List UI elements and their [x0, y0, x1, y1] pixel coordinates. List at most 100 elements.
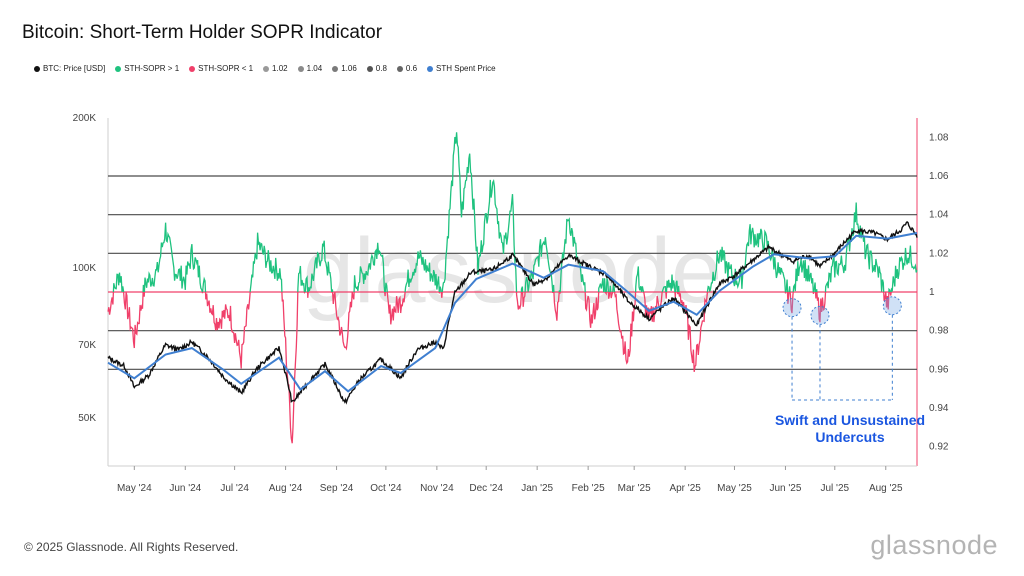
sopr-above-line	[249, 232, 283, 293]
sopr-below-line	[384, 291, 386, 297]
sopr-above-line	[888, 287, 891, 293]
sopr-below-line	[107, 291, 115, 315]
x-tick-label: Aug '25	[869, 483, 903, 494]
sopr-below-line	[607, 291, 611, 299]
legend-dot	[263, 65, 270, 72]
x-tick-label: Jul '25	[820, 483, 849, 494]
legend-label: 0.6	[405, 64, 418, 73]
y-right-tick-label: 1.06	[929, 171, 949, 182]
highlight-circle	[782, 298, 802, 318]
legend-item-1-02[interactable]: 1.02	[263, 64, 288, 73]
sopr-below-line	[281, 291, 299, 444]
legend-item-sopr-above[interactable]: STH-SOPR > 1	[115, 64, 179, 73]
sopr-below-line	[604, 291, 607, 296]
x-tick-label: Jan '25	[521, 483, 553, 494]
legend-dot	[115, 65, 122, 72]
x-tick-label: Mar '25	[618, 483, 651, 494]
sopr-below-line	[613, 291, 637, 365]
sopr-above-line	[552, 284, 555, 293]
sopr-above-line	[634, 266, 645, 293]
sopr-below-line	[665, 291, 668, 299]
legend-item-1-06[interactable]: 1.06	[332, 64, 357, 73]
legend-dot	[297, 65, 304, 72]
legend-item-0-8[interactable]: 0.8	[366, 64, 387, 73]
sopr-below-line	[814, 291, 818, 299]
legend-dot	[189, 65, 196, 72]
sopr-above-line	[788, 286, 791, 293]
legend-dot	[396, 65, 403, 72]
sopr-above-line	[677, 285, 680, 293]
sopr-above-line	[331, 289, 334, 293]
sopr-above-line	[598, 278, 605, 293]
x-tick-label: Jul '24	[220, 483, 249, 494]
sopr-above-line	[661, 285, 667, 293]
x-tick-label: Nov '24	[420, 483, 454, 494]
sth-spent-price-line	[107, 232, 918, 393]
legend-label: STH Spent Price	[436, 64, 496, 73]
sopr-above-line	[304, 275, 309, 293]
legend-item-1-04[interactable]: 1.04	[297, 64, 323, 73]
sopr-below-line	[883, 291, 890, 310]
sopr-above-line	[520, 286, 524, 293]
copyright: © 2025 Glassnode. All Rights Reserved.	[24, 540, 239, 554]
legend-item-spent-price[interactable]: STH Spent Price	[427, 64, 496, 73]
highlight-circle	[810, 305, 830, 325]
legend-dot	[34, 65, 40, 72]
x-tick-label: May '25	[717, 483, 752, 494]
legend-label: STH-SOPR > 1	[124, 64, 180, 73]
sopr-below-line	[122, 291, 144, 349]
sopr-above-line	[307, 240, 333, 293]
sopr-above-line	[404, 250, 440, 293]
sopr-above-line	[890, 245, 918, 293]
y-left-tick-label: 50K	[78, 413, 96, 424]
y-right-tick-label: 1.02	[929, 248, 949, 259]
x-tick-label: Jun '25	[769, 483, 801, 494]
x-tick-label: May '24	[117, 483, 152, 494]
x-tick-label: Apr '25	[669, 483, 701, 494]
x-tick-label: Oct '24	[370, 483, 402, 494]
sopr-below-line	[521, 291, 526, 307]
legend-dot	[427, 65, 434, 72]
sopr-below-line	[789, 291, 794, 314]
sopr-above-line	[201, 276, 207, 293]
y-left-tick-label: 70K	[78, 340, 96, 351]
sopr-above-line	[603, 278, 607, 293]
sopr-below-line	[889, 291, 892, 296]
annotation-line1: Swift and Unsustained	[775, 412, 925, 428]
sopr-below-line	[678, 291, 709, 372]
legend-item-0-6[interactable]: 0.6	[396, 64, 418, 73]
sopr-above-line	[605, 278, 610, 293]
legend-label: 1.04	[306, 64, 323, 73]
x-tick-label: Jun '24	[169, 483, 201, 494]
y-left-tick-label: 200K	[73, 113, 97, 124]
legend-label: 1.06	[341, 64, 357, 73]
y-right-tick-label: 0.98	[929, 326, 949, 337]
sopr-above-line	[559, 217, 586, 293]
sopr-below-line	[515, 291, 523, 310]
sopr-above-line	[142, 284, 145, 293]
y-right-tick-label: 0.94	[929, 403, 949, 414]
legend-label: BTC: Price [USD]	[43, 64, 106, 73]
legend-label: 1.02	[272, 64, 288, 73]
sopr-above-line	[792, 258, 814, 293]
sopr-below-line	[331, 291, 355, 351]
sopr-above-line	[674, 280, 679, 293]
y-right-tick-label: 1.04	[929, 210, 949, 221]
sopr-above-line	[665, 274, 676, 293]
sopr-above-line	[112, 272, 125, 293]
legend-label: 0.8	[375, 64, 387, 73]
legend-label: STH-SOPR < 1	[198, 64, 254, 73]
sopr-below-line	[816, 291, 827, 323]
x-tick-label: Aug '24	[269, 483, 303, 494]
sopr-below-line	[440, 291, 443, 298]
sopr-below-line	[610, 291, 614, 299]
sopr-above-line	[384, 282, 388, 293]
sopr-below-line	[143, 291, 146, 297]
legend-item-price[interactable]: BTC: Price [USD]	[34, 64, 105, 73]
chart-title: Bitcoin: Short-Term Holder SOPR Indicato…	[22, 22, 383, 43]
sopr-above-line	[612, 281, 616, 293]
legend-dot	[366, 65, 373, 72]
sopr-below-line	[386, 291, 406, 325]
legend-item-sopr-below[interactable]: STH-SOPR < 1	[189, 64, 253, 73]
